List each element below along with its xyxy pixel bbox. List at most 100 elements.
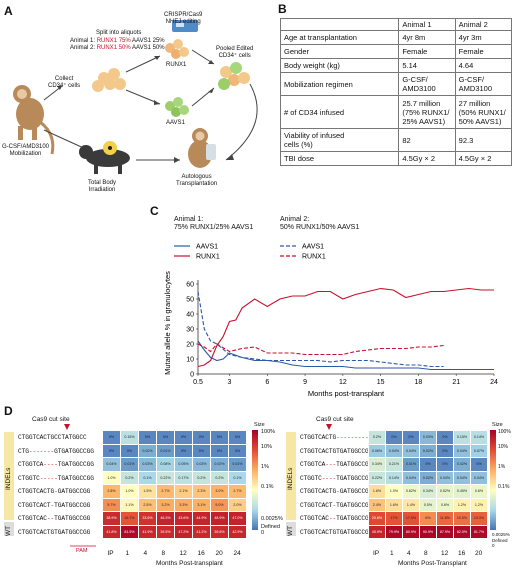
legend-tick-right-2: 1% <box>498 464 506 470</box>
sequence-part-b: TGATGGCCGG <box>54 515 91 522</box>
y-tick-label: 20 <box>186 342 194 349</box>
y-axis-label: Mutant allele % in granulocytes <box>163 271 172 375</box>
heatmap-cell: 2.1% <box>174 484 193 499</box>
heatmap-cell: 0.02% <box>138 443 157 458</box>
heatmap-cell: 11.8% <box>436 511 454 526</box>
heatmap-cell: 2.5% <box>138 497 157 512</box>
heatmap-x-tick: 1 <box>390 550 394 557</box>
sequence-row: CTGGTCACT-TGATGGCCGG <box>18 502 90 509</box>
heatmap-cell: 0.2% <box>210 470 229 485</box>
heatmap-row: 1.0% 0.2% 0.1% 0.22% 0.17% 0.2% 0.2% 0.1% <box>102 470 247 485</box>
x-tick-label: 21 <box>452 379 460 386</box>
sequence-part-d: ----- <box>39 474 58 482</box>
sequence-part-b: TATGGCC <box>61 434 87 441</box>
y-tick-label: 60 <box>186 282 194 289</box>
heatmap-cell: 0.62% <box>402 484 420 499</box>
heatmap-cell: 0% <box>436 457 454 472</box>
panel-letter-d: D <box>4 404 13 418</box>
legend-animal1-title: Animal 1: 75% RUNX1/25% AAVS1 <box>174 216 254 231</box>
split-a1-runx: RUNX1 75% <box>96 38 131 44</box>
legend-animal2-title: Animal 2: 50% RUNX1/50% AAVS1 <box>280 216 360 231</box>
heatmap-cell: 0.22% <box>368 470 386 485</box>
heatmap-cell: 5.0% <box>210 497 229 512</box>
sequence-part-b: TGATGGCCGG <box>54 501 91 509</box>
heatmap-cell: 81.7% <box>470 524 488 539</box>
table-cell: 92.3 <box>454 128 513 152</box>
runx1-label: RUNX1 <box>166 62 187 68</box>
heatmap-cell: 0.04% <box>402 470 420 485</box>
legend-tick-right-4: 0.0025% <box>492 532 510 537</box>
heatmap-x-tick: 16 <box>197 550 205 557</box>
heatmap-cell: 0% <box>156 430 175 445</box>
heatmap-cell: 0.03% <box>192 457 211 472</box>
cd34-cells-cluster <box>92 68 126 92</box>
heatmap-cell: 39.8% <box>210 524 229 539</box>
sequence-row: CTGGTCACTG-GATGGCCGG <box>300 488 372 495</box>
heatmap-cell: 3.3% <box>174 497 193 512</box>
heatmap-cell: 1.1% <box>120 497 139 512</box>
sequence-row: CTGGTCACTGTGATGGCCGG <box>18 529 90 536</box>
heatmap-cell: 0% <box>192 443 211 458</box>
sequence-part-d: -- <box>46 515 55 522</box>
heatmap-cell: 0.14% <box>470 430 488 445</box>
table-cell: 4.5Gy × 2 <box>398 151 456 166</box>
heatmap-row: 0.34% 0.21% 0.01% 0% 0% 0.02% 0% <box>368 457 488 472</box>
macaque-icon <box>13 85 55 155</box>
heatmap-x-tick: IP <box>373 550 380 557</box>
heatmap-cell: 0.15% <box>453 430 471 445</box>
runx1-cells-cluster <box>165 39 189 59</box>
heatmap-row: 41.8% 81.5% 41.9% 39.5% 47.2% 41.2% 39.8% 42.9% <box>102 524 247 539</box>
sequence-row: CTG-------GTGATGGCCGG <box>18 448 94 455</box>
transplanted-macaque-icon <box>188 128 216 168</box>
sequence-part-b: GATGGCCGG <box>57 488 91 495</box>
sequence-part-b: TGATGGCCGG <box>336 501 373 509</box>
table-cell: 27 million (50% RUNX1/ 50% AAVS1) <box>454 95 513 129</box>
heatmap-cell: 39.5% <box>156 524 175 539</box>
heatmap-cell: 0.2% <box>192 470 211 485</box>
heatmap-cell: 0% <box>210 443 229 458</box>
series-line-animal2-runx1 <box>197 343 444 356</box>
y-tick-label: 50 <box>186 297 194 304</box>
heatmap-cell: 2.0% <box>228 497 247 512</box>
heatmap-cell: 0% <box>470 457 488 472</box>
heatmap-cell: 0.01% <box>228 457 247 472</box>
heatmap-cell: 79.9% <box>385 524 403 539</box>
legend-a1-aavs1-label: AAVS1 <box>196 244 218 251</box>
legend-title-right: Size <box>492 422 503 428</box>
wt-bar-right <box>286 522 296 536</box>
legend-defined-left: Defined 0 <box>261 524 280 536</box>
heatmap-cell: 41.2% <box>192 524 211 539</box>
indels-label-right: INDELs <box>287 467 294 490</box>
heatmap-cell: 44.9% <box>192 511 211 526</box>
crispr-label: CRISPR/Cas9 NHEJ editing <box>164 12 203 25</box>
sequence-row: CTGGTCAC--TGATGGCCGG <box>18 515 90 522</box>
heatmap-cell: 0% <box>228 443 247 458</box>
heatmap-cell: 0.08% <box>156 457 175 472</box>
heatmap-row: 0% 0.15% 0% 0% 0% 0% 0% 0% <box>102 430 247 445</box>
heatmap-cell: 0.01% <box>402 457 420 472</box>
sequence-part-d: ---- <box>43 461 58 468</box>
heatmap-cell: 1.4% <box>402 497 420 512</box>
heatmap-cell: 0% <box>385 430 403 445</box>
heatmap-cell: 10.0% <box>453 511 471 526</box>
sequence-row: CTGGTCACTGCCTATGGCC <box>18 434 87 441</box>
legend-title-left: Size <box>254 422 265 428</box>
heatmap-cell: 0.34% <box>368 457 386 472</box>
heatmap-cell: 3.0% <box>210 484 229 499</box>
sequence-part-a: CTGGTC <box>18 474 40 482</box>
heatmap-cell: 87.9% <box>436 524 454 539</box>
mobilization-label: G-CSF/AMD3100 Mobilization <box>2 144 50 157</box>
y-tick-label: 0 <box>190 372 194 379</box>
heatmap-x-tick: IP <box>107 550 114 557</box>
heatmap-row: 1.6% 1.0% 0.62% 0.34% 0.52% 0.45% 0.6% <box>368 484 488 499</box>
heatmap-cell: 0.6% <box>436 497 454 512</box>
table-row: Age at transplantation 4yr 8m 4yr 3m <box>279 30 513 45</box>
cut-site-marker-right-icon <box>326 424 332 430</box>
legend-tick-right-0: 100% <box>498 429 511 435</box>
sequence-part-a: CTGGTCACTG <box>18 488 55 495</box>
sequence-part-a: CTGGTCACTG <box>300 488 337 495</box>
cut-site-label-left: Cas9 cut site <box>32 416 70 423</box>
heatmap-cell: 0% <box>174 430 193 445</box>
heatmap-cell: 1.0% <box>102 470 121 485</box>
heatmap-left: 0% 0.15% 0% 0% 0% 0% 0% 0% 0% 0% 0.02% 0.01% 0% 0% 0% 0… <box>102 430 247 539</box>
